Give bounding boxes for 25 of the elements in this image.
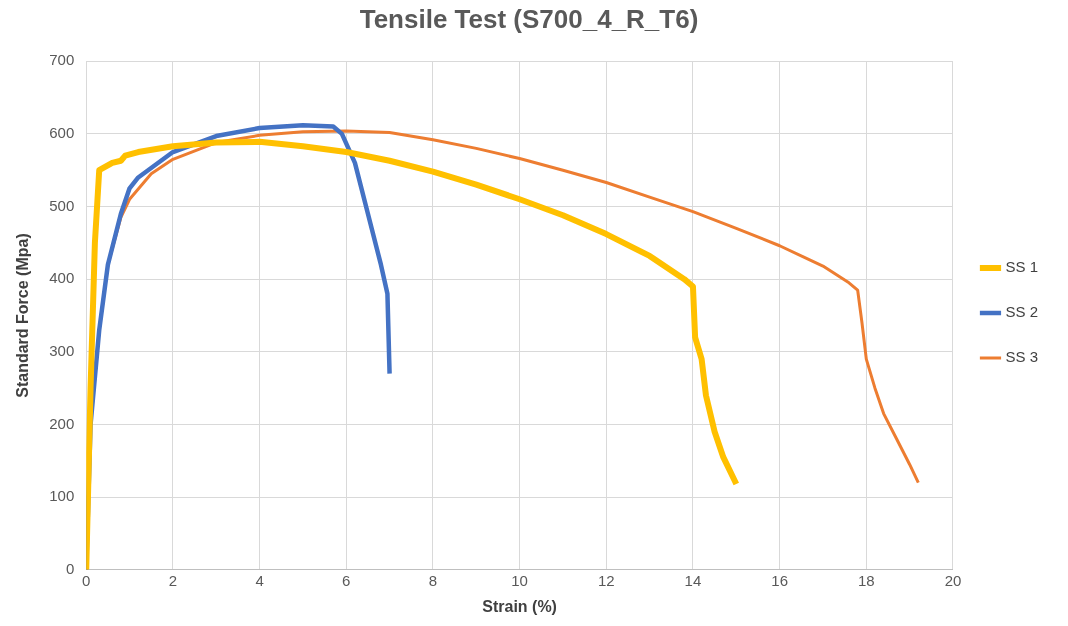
y-tick-label: 200 [49,414,75,432]
y-tick-label: 500 [49,196,75,214]
x-tick-label: 10 [511,571,528,589]
x-tick-label: 0 [82,571,91,589]
legend-label: SS 1 [1005,258,1039,276]
x-tick-label: 16 [771,571,788,589]
x-axis-title: Strain (%) [482,597,557,615]
x-tick-label: 12 [597,571,615,589]
x-tick-label: 4 [255,571,264,589]
y-tick-label: 100 [49,487,75,505]
x-tick-label: 18 [857,571,875,589]
y-tick-label: 700 [49,51,75,69]
x-tick-label: 8 [428,571,438,589]
y-axis-title: Standard Force (Mpa) [14,233,32,398]
y-tick-label: 0 [65,559,75,577]
x-tick-label: 14 [684,571,702,589]
y-tick-label: 400 [49,269,75,287]
chart-title: Tensile Test (S700_4_R_T6) [359,3,699,34]
y-tick-label: 300 [49,341,75,359]
x-tick-label: 2 [168,571,178,589]
x-tick-label: 6 [342,571,351,589]
y-tick-label: 600 [49,124,75,141]
legend-label: SS 2 [1005,303,1039,321]
x-tick-label: 20 [944,571,962,589]
legend-label: SS 3 [1005,348,1039,366]
